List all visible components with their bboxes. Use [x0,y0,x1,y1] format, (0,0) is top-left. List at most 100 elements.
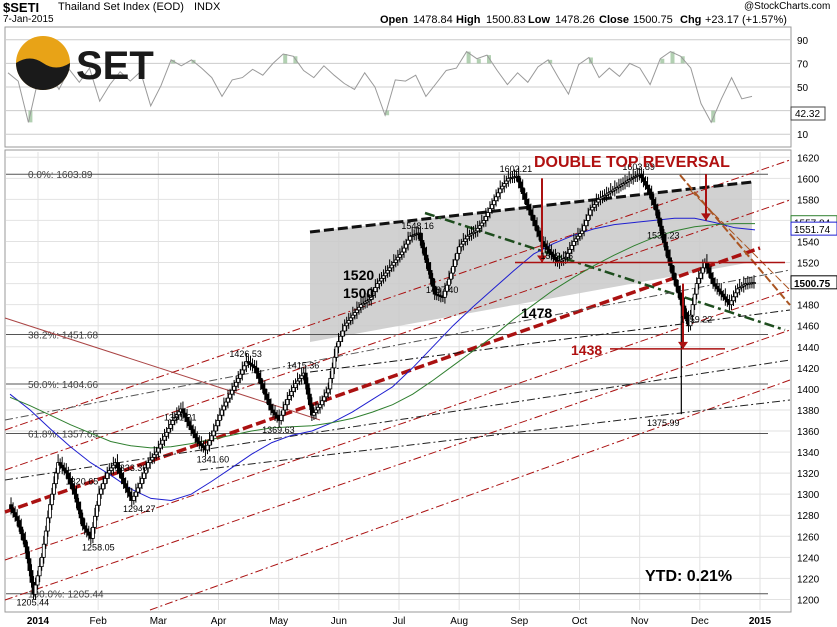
price-point-label: 1333.30 [115,463,148,473]
price-candle [674,279,679,287]
price-candle [447,278,451,286]
trend-line [309,180,753,234]
price-candle [138,483,142,489]
month-label: Sep [510,616,528,627]
month-label: Mar [150,616,168,627]
price-point-label: 1487.40 [426,285,459,295]
price-candle [213,425,218,432]
price-candle [197,441,202,445]
price-tick-label: 1420 [797,364,820,375]
price-candle [520,187,525,194]
price-candle [11,508,15,514]
price-candle [377,280,382,285]
price-candle [445,284,449,292]
price-candle [664,242,668,251]
price-candle [295,380,300,385]
price-tick-label: 1200 [797,595,820,606]
price-candle [629,177,634,181]
price-candle [461,241,466,245]
price-candle [133,491,138,497]
price-candle [78,509,83,519]
price-candle [322,396,327,402]
logo-text: SET [76,44,154,88]
price-candle [211,430,216,437]
price-candle [357,306,361,311]
price-candle [230,389,234,395]
price-candle [125,487,130,493]
price-candle [453,259,458,267]
price-tick-label: 1260 [797,532,820,543]
price-candle [23,539,28,548]
price-candle [107,470,112,474]
price-candle [651,198,656,206]
open-label: Open [380,14,409,26]
price-candle [428,270,433,279]
price-candle [264,393,269,400]
price-candle [273,412,277,416]
price-candle [408,235,413,241]
price-candle [471,231,476,234]
price-candle [590,206,595,211]
price-candle [271,409,275,413]
price-candle [101,483,106,490]
price-candle [176,411,181,416]
price-point-label: 1258.05 [82,542,115,552]
price-candle [144,467,149,474]
price-candle [610,189,615,192]
price-candle [39,556,44,567]
price-candle [181,408,185,414]
price-candle [19,526,24,535]
price-candle [109,467,114,471]
price-candle [136,487,140,493]
price-candle [131,495,136,501]
price-candle [170,420,175,425]
price-candle [616,185,621,188]
price-candle [455,252,460,261]
price-candle [473,230,478,233]
price-candle [385,270,390,274]
price-candle [15,516,20,521]
price-candle [152,454,157,458]
price-candle [207,440,212,446]
price-candle [242,365,247,371]
fib-levels: 0.0%: 1603.89 38.2%: 1451.68 50.0%: 1404.6… [6,170,768,601]
moving-average-line [9,223,755,449]
price-candle [117,467,122,474]
price-candle [500,185,505,190]
price-candle [707,267,711,274]
price-candle [488,208,492,213]
price-candle [477,225,482,229]
price-candle [688,314,693,327]
price-point-label: 1320.65 [66,476,99,486]
price-tick-label: 1380 [797,406,820,417]
price-candle [217,414,222,421]
month-label: Oct [572,616,588,627]
price-candle [238,373,243,379]
price-candle [422,247,427,256]
price-candle [752,282,756,284]
price-candle [99,488,103,495]
price-tick-label: 1340 [797,448,820,459]
price-candle [657,217,662,227]
price-candle [426,262,431,271]
price-candle [287,395,292,400]
price-candle [205,444,210,451]
price-candle [262,388,267,395]
price-candle [592,204,597,208]
price-candle [524,198,529,206]
close-label: Close [599,14,629,26]
price-candle [314,409,318,413]
price-candle [588,209,593,216]
price-candle [13,512,18,517]
month-label: Feb [90,616,108,627]
price-candle [723,296,728,300]
indicator-last-label: 42.32 [795,109,820,120]
price-candle [48,504,52,519]
price-candle [355,309,359,313]
price-candle [33,584,38,595]
price-candle [195,437,200,442]
price-candle [715,285,720,290]
chart-date: 7-Jan-2015 [3,14,54,25]
